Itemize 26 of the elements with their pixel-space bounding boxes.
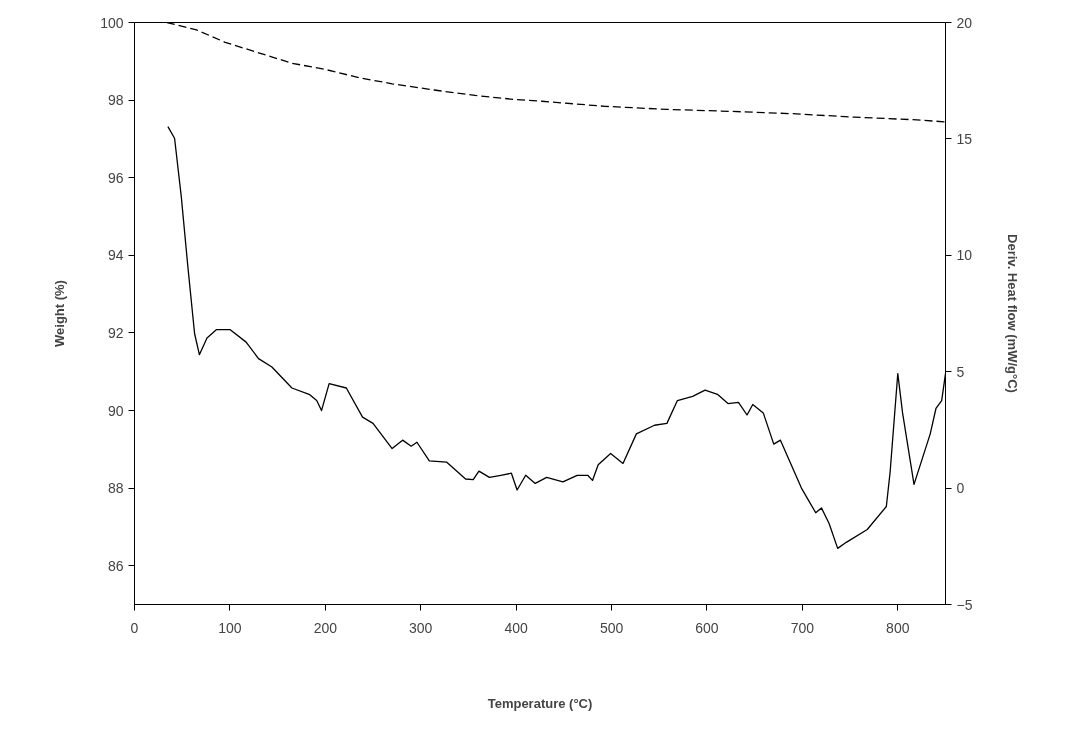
y-tick-label: 94: [107, 247, 124, 264]
x-tick-label: 200: [313, 619, 338, 636]
x-tick-label: 800: [886, 619, 910, 636]
y-tick-label: 86: [107, 557, 124, 574]
y2-tick-label: 5: [956, 363, 965, 380]
y-tick-label: 98: [107, 92, 124, 109]
y-tick-label: 90: [107, 402, 124, 419]
x-tick-label: 0: [130, 619, 139, 636]
y-tick-label: 96: [107, 169, 124, 186]
x-tick-label: 500: [599, 619, 624, 636]
y2-tick-label: 10: [956, 247, 973, 264]
x-tick-label: 100: [218, 619, 242, 636]
y2-tick-label: −5: [956, 596, 973, 613]
x-axis-title: Temperature (°C): [487, 695, 593, 711]
x-tick-label: 300: [409, 619, 433, 636]
x-tick-label: 700: [790, 619, 815, 636]
y2-axis-title: Deriv. Heat flow (mW/g°C): [1005, 234, 1021, 393]
x-tick-label: 400: [504, 619, 529, 636]
y-tick-label: 100: [100, 14, 124, 31]
x-tick-label: 600: [695, 619, 719, 636]
y-tick-label: 92: [107, 324, 124, 341]
y-tick-label: 88: [107, 480, 124, 497]
y2-tick-label: 0: [956, 480, 965, 497]
y2-tick-label: 15: [956, 130, 973, 147]
y-axis-title: Weight (%): [52, 280, 68, 347]
y2-tick-label: 20: [956, 14, 973, 31]
